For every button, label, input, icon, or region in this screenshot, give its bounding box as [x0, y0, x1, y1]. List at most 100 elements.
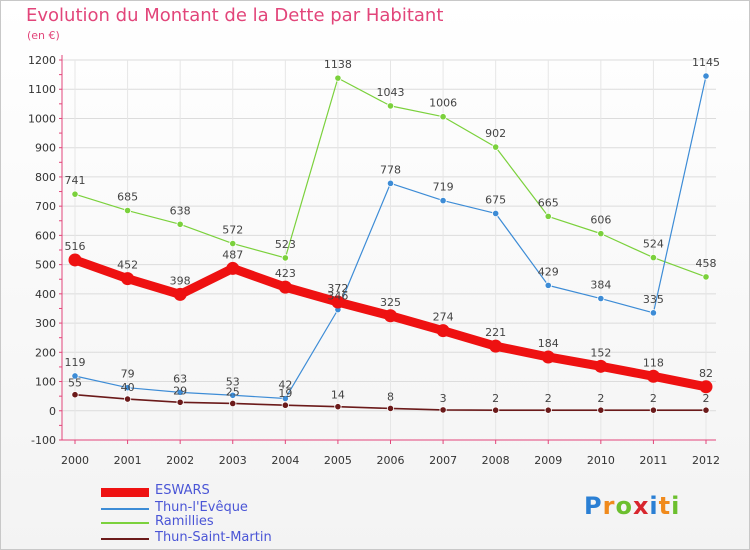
data-point — [649, 406, 658, 414]
data-point — [544, 281, 552, 289]
data-label: 429 — [538, 265, 559, 278]
data-point — [71, 190, 79, 198]
data-point — [278, 280, 292, 294]
data-label: 79 — [121, 368, 135, 381]
data-label: 1138 — [324, 58, 352, 71]
data-point — [229, 399, 237, 408]
data-label: 55 — [68, 377, 82, 390]
data-label: 2 — [650, 392, 657, 405]
data-label: 372 — [327, 282, 348, 295]
x-tick-label: 2001 — [114, 454, 142, 467]
data-label: 524 — [643, 238, 664, 251]
data-point — [541, 350, 555, 364]
data-label: 458 — [696, 257, 717, 270]
data-point — [439, 197, 447, 205]
data-label: 516 — [65, 240, 86, 253]
data-label: 221 — [485, 326, 506, 339]
data-label: 63 — [173, 372, 187, 385]
data-label: 719 — [433, 181, 454, 194]
chart-title: Evolution du Montant de la Dette par Hab… — [26, 5, 444, 26]
data-label: 572 — [222, 224, 243, 237]
data-label: 42 — [278, 378, 292, 391]
x-tick-label: 2007 — [429, 454, 457, 467]
data-point — [544, 406, 552, 414]
y-tick-label: 300 — [35, 317, 56, 330]
data-point — [68, 253, 82, 267]
data-point — [334, 74, 342, 82]
data-label: 741 — [65, 174, 86, 187]
data-point — [71, 372, 79, 380]
chart-unit: (en €) — [27, 29, 60, 42]
data-label: 523 — [275, 238, 296, 251]
y-tick-label: 500 — [35, 259, 56, 272]
legend-swatch — [101, 522, 149, 524]
x-tick-label: 2009 — [534, 454, 562, 467]
data-point — [176, 220, 184, 228]
data-point — [492, 406, 500, 414]
data-label: 29 — [173, 384, 187, 397]
x-tick-label: 2000 — [61, 454, 89, 467]
y-tick-label: 200 — [35, 346, 56, 359]
data-point — [436, 324, 450, 338]
data-label: 53 — [226, 375, 240, 388]
data-label: 346 — [327, 290, 348, 303]
data-point — [229, 239, 237, 248]
x-tick-label: 2011 — [639, 454, 667, 467]
data-label: 638 — [170, 204, 191, 217]
legend-label: Thun-Saint-Martin — [155, 530, 272, 545]
data-point — [702, 406, 710, 414]
data-point — [646, 369, 660, 383]
x-tick-label: 2003 — [219, 454, 247, 467]
data-point — [121, 272, 135, 286]
data-label: 1006 — [429, 97, 457, 110]
y-tick-label: 900 — [35, 142, 56, 155]
data-point — [649, 309, 658, 317]
data-label: 19 — [278, 387, 292, 400]
data-point — [173, 287, 187, 301]
data-point — [71, 391, 79, 399]
data-point — [439, 406, 447, 414]
data-point — [544, 212, 552, 220]
y-tick-label: -100 — [31, 434, 56, 447]
data-label: 685 — [117, 191, 138, 204]
data-label: 487 — [222, 248, 243, 261]
data-point — [492, 209, 500, 218]
data-label: 335 — [643, 293, 664, 306]
y-tick-label: 1100 — [28, 83, 56, 96]
data-point — [334, 403, 342, 411]
data-label: 398 — [170, 274, 191, 287]
data-label: 2 — [703, 392, 710, 405]
data-label: 40 — [121, 381, 135, 394]
data-label: 274 — [433, 311, 454, 324]
y-tick-label: 600 — [35, 229, 56, 242]
data-point — [229, 391, 237, 399]
data-point — [649, 254, 658, 262]
data-point — [702, 72, 710, 80]
data-point — [597, 230, 605, 238]
data-point — [489, 339, 503, 353]
plot-area — [62, 60, 716, 440]
x-tick-label: 2006 — [377, 454, 405, 467]
data-label: 2 — [545, 392, 552, 405]
data-label: 8 — [387, 390, 394, 403]
data-label: 25 — [226, 385, 240, 398]
legend-label: Ramillies — [155, 514, 214, 529]
data-point — [281, 401, 289, 409]
data-point — [492, 143, 500, 151]
data-label: 82 — [699, 367, 713, 380]
data-point — [702, 273, 710, 281]
y-tick-label: 1200 — [28, 54, 56, 67]
legend-swatch — [101, 487, 149, 497]
x-tick-label: 2005 — [324, 454, 352, 467]
legend-label: Thun-l'Evêque — [155, 500, 248, 515]
data-point — [384, 309, 397, 323]
data-point — [597, 294, 605, 303]
data-point — [597, 406, 605, 414]
data-label: 118 — [643, 356, 664, 369]
data-label: 2 — [492, 392, 499, 405]
y-tick-label: 800 — [35, 171, 56, 184]
data-point — [176, 388, 184, 396]
data-label: 665 — [538, 196, 559, 209]
data-point — [123, 395, 132, 403]
